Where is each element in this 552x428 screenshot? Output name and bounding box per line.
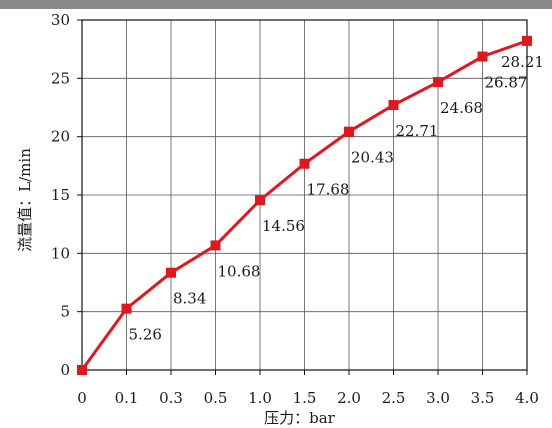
- data-point-marker: [121, 303, 132, 314]
- data-label: 22.71: [396, 122, 439, 140]
- y-tick-label: 25: [51, 69, 70, 87]
- y-tick-label: 20: [51, 128, 70, 146]
- x-tick-label: 0.5: [204, 389, 228, 407]
- y-tick-label: 15: [51, 186, 70, 204]
- x-axis-ticks: 0 0.1 0.3 0.5 1.0 1.5 2.0 2.5 3.0 3.5 4.0: [77, 370, 539, 407]
- y-tick-label: 30: [51, 11, 70, 29]
- x-tick-label: 3.5: [471, 389, 495, 407]
- x-tick-label: 0: [77, 389, 87, 407]
- data-label: 14.56: [262, 217, 305, 235]
- data-point-marker: [210, 240, 221, 251]
- x-tick-label: 0.3: [159, 389, 183, 407]
- data-label: 8.34: [173, 290, 206, 308]
- data-point-marker: [388, 100, 399, 111]
- y-tick-label: 5: [60, 303, 70, 321]
- x-tick-label: 0.1: [115, 389, 139, 407]
- x-tick-label: 1.5: [293, 389, 317, 407]
- x-tick-label: 4.0: [515, 389, 539, 407]
- data-label: 17.68: [307, 181, 350, 199]
- data-label: 26.87: [485, 74, 528, 92]
- y-tick-label: 0: [60, 361, 70, 379]
- y-axis-ticks: 0 5 10 15 20 25 30: [51, 11, 82, 379]
- gridlines: [82, 20, 527, 370]
- data-label: 10.68: [218, 262, 261, 280]
- data-label: 24.68: [440, 99, 483, 117]
- y-tick-label: 10: [51, 244, 70, 262]
- x-tick-label: 2.0: [337, 389, 361, 407]
- data-point-marker: [166, 267, 176, 278]
- data-label: 20.43: [351, 149, 394, 167]
- data-point-marker: [433, 77, 443, 88]
- data-point-marker: [299, 158, 310, 169]
- data-point-marker: [344, 126, 354, 137]
- x-tick-label: 2.5: [382, 389, 406, 407]
- data-point-marker: [255, 195, 265, 206]
- y-axis-label: 流量值：L/min: [16, 148, 34, 252]
- x-tick-label: 3.0: [426, 389, 450, 407]
- top-border-bar: [0, 0, 552, 9]
- series-markers: [77, 35, 532, 375]
- data-label: 28.21: [501, 53, 544, 71]
- data-labels: 5.26 8.34 10.68 14.5617.6820.4322.7124.6826…: [129, 53, 544, 344]
- data-point-marker: [477, 51, 488, 62]
- data-point-marker: [522, 35, 532, 46]
- x-axis-label: 压力：bar: [264, 409, 336, 427]
- data-point-marker: [77, 365, 87, 375]
- x-tick-label: 1.0: [248, 389, 272, 407]
- data-label: 5.26: [129, 326, 162, 344]
